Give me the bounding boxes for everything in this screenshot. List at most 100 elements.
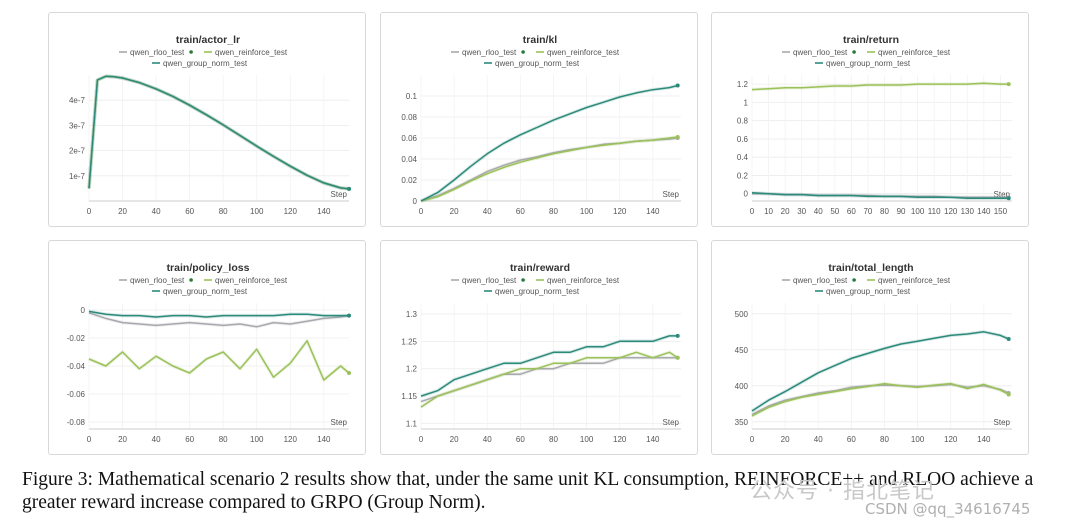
- x-tick-label: 0: [750, 207, 755, 216]
- series-line-reinforce[interactable]: [420, 351, 679, 408]
- chart-svg: train/total_length qwen_rloo_test qwen_rei…: [735, 262, 1012, 444]
- x-tick-label: 140: [977, 435, 991, 444]
- legend-item[interactable]: qwen_rloo_test: [119, 276, 193, 285]
- y-tick-label: 3e-7: [69, 121, 86, 130]
- x-tick-label: 40: [814, 435, 823, 444]
- legend-item[interactable]: qwen_reinforce_test: [536, 48, 620, 57]
- legend-item[interactable]: qwen_reinforce_test: [867, 276, 951, 285]
- legend-item[interactable]: qwen_rloo_test: [451, 48, 525, 57]
- chart-title: train/kl: [523, 34, 558, 46]
- y-tick-label: 1.3: [406, 310, 418, 319]
- chart-panel: train/return qwen_rloo_test qwen_reinforce…: [711, 12, 1029, 227]
- x-axis-label: Step: [663, 418, 680, 427]
- y-tick-label: 0.06: [401, 134, 417, 143]
- x-tick-label: 60: [847, 435, 856, 444]
- series-line-reinforce[interactable]: [88, 75, 350, 190]
- legend-item[interactable]: qwen_rloo_test: [782, 276, 856, 285]
- legend-label: qwen_group_norm_test: [826, 59, 911, 68]
- x-tick-label: 60: [516, 435, 525, 444]
- legend-label: qwen_rloo_test: [462, 276, 517, 285]
- series-band: [87, 74, 350, 191]
- y-tick-label: -0.08: [67, 418, 86, 427]
- legend-item[interactable]: qwen_rloo_test: [451, 276, 525, 285]
- legend-dot: [852, 278, 856, 282]
- x-tick-label: 80: [880, 207, 889, 216]
- series-band: [87, 74, 350, 191]
- series-line-rloo[interactable]: [420, 137, 678, 202]
- x-tick-label: 0: [87, 435, 92, 444]
- chart-title: train/return: [843, 34, 899, 46]
- x-tick-label: 40: [483, 435, 492, 444]
- y-tick-label: 350: [735, 418, 749, 427]
- chart-panel: train/kl qwen_rloo_test qwen_reinforce_tes…: [380, 12, 698, 227]
- x-tick-label: 80: [880, 435, 889, 444]
- legend-item[interactable]: qwen_reinforce_test: [204, 48, 288, 57]
- legend-label: qwen_reinforce_test: [547, 48, 620, 57]
- series-line-reinforce[interactable]: [751, 382, 1010, 417]
- x-tick-label: 100: [911, 207, 925, 216]
- x-axis-label: Step: [994, 418, 1011, 427]
- x-tick-label: 100: [580, 435, 594, 444]
- legend-item[interactable]: qwen_group_norm_test: [152, 287, 248, 296]
- x-tick-label: 140: [317, 207, 331, 216]
- series-endpoint: [1006, 196, 1011, 201]
- series-line-reinforce[interactable]: [751, 82, 1009, 91]
- series-line-reinforce[interactable]: [420, 136, 678, 202]
- y-tick-label: 0.04: [401, 155, 417, 164]
- legend-label: qwen_rloo_test: [130, 276, 185, 285]
- x-tick-label: 120: [944, 207, 958, 216]
- legend-label: qwen_rloo_test: [130, 48, 185, 57]
- watermark-handle: CSDN @qq_34616745: [865, 500, 1031, 518]
- series-endpoint: [675, 355, 680, 360]
- y-tick-label: 400: [735, 382, 749, 391]
- y-tick-label: 1.2: [406, 365, 418, 374]
- chart-title: train/actor_lr: [176, 34, 240, 46]
- legend-label: qwen_reinforce_test: [215, 276, 288, 285]
- legend-item[interactable]: qwen_reinforce_test: [867, 48, 951, 57]
- chart-svg: train/kl qwen_rloo_test qwen_reinforce_tes…: [401, 34, 681, 216]
- x-tick-label: 130: [961, 207, 975, 216]
- legend-item[interactable]: qwen_group_norm_test: [484, 59, 580, 68]
- legend-dot: [189, 50, 193, 54]
- legend-item[interactable]: qwen_rloo_test: [119, 48, 193, 57]
- x-tick-label: 60: [185, 207, 194, 216]
- x-tick-label: 120: [613, 207, 627, 216]
- legend-item[interactable]: qwen_reinforce_test: [204, 276, 288, 285]
- y-tick-label: 450: [735, 346, 749, 355]
- x-tick-label: 20: [781, 435, 790, 444]
- chart-panel: train/actor_lr qwen_rloo_test qwen_reinfor…: [48, 12, 366, 227]
- series-line-group[interactable]: [88, 310, 349, 318]
- y-tick-label: -0.02: [67, 334, 86, 343]
- series-line-rloo[interactable]: [88, 312, 350, 328]
- series-line-group[interactable]: [88, 75, 350, 190]
- series-endpoint: [675, 83, 680, 88]
- series-endpoint: [1006, 337, 1011, 341]
- series-line-group[interactable]: [751, 192, 1009, 200]
- legend-item[interactable]: qwen_group_norm_test: [484, 287, 580, 296]
- series-line-reinforce[interactable]: [88, 340, 350, 381]
- legend-item[interactable]: qwen_group_norm_test: [815, 287, 911, 296]
- legend-item[interactable]: qwen_reinforce_test: [536, 276, 620, 285]
- y-tick-label: 0: [744, 190, 749, 199]
- y-tick-label: 1.15: [401, 392, 417, 401]
- chart-svg: train/actor_lr qwen_rloo_test qwen_reinfor…: [69, 34, 351, 216]
- x-axis-label: Step: [663, 190, 680, 199]
- x-tick-label: 20: [781, 207, 790, 216]
- legend-item[interactable]: qwen_group_norm_test: [815, 59, 911, 68]
- series-line-group[interactable]: [751, 331, 1009, 412]
- legend-label: qwen_group_norm_test: [826, 287, 911, 296]
- legend-dot: [521, 278, 525, 282]
- legend-item[interactable]: qwen_rloo_test: [782, 48, 856, 57]
- series-line-rloo[interactable]: [88, 75, 350, 190]
- series-endpoint: [1006, 392, 1011, 397]
- x-tick-label: 40: [152, 435, 161, 444]
- series-line-group[interactable]: [420, 335, 678, 397]
- legend-label: qwen_rloo_test: [793, 48, 848, 57]
- legend-label: qwen_group_norm_test: [495, 59, 580, 68]
- y-tick-label: 0.8: [737, 117, 749, 126]
- series-line-group[interactable]: [420, 84, 678, 202]
- chart-panel: train/reward qwen_rloo_test qwen_reinforce…: [380, 240, 698, 455]
- legend-item[interactable]: qwen_group_norm_test: [152, 59, 248, 68]
- y-tick-label: 1.1: [406, 420, 418, 429]
- x-axis-label: Step: [994, 190, 1011, 199]
